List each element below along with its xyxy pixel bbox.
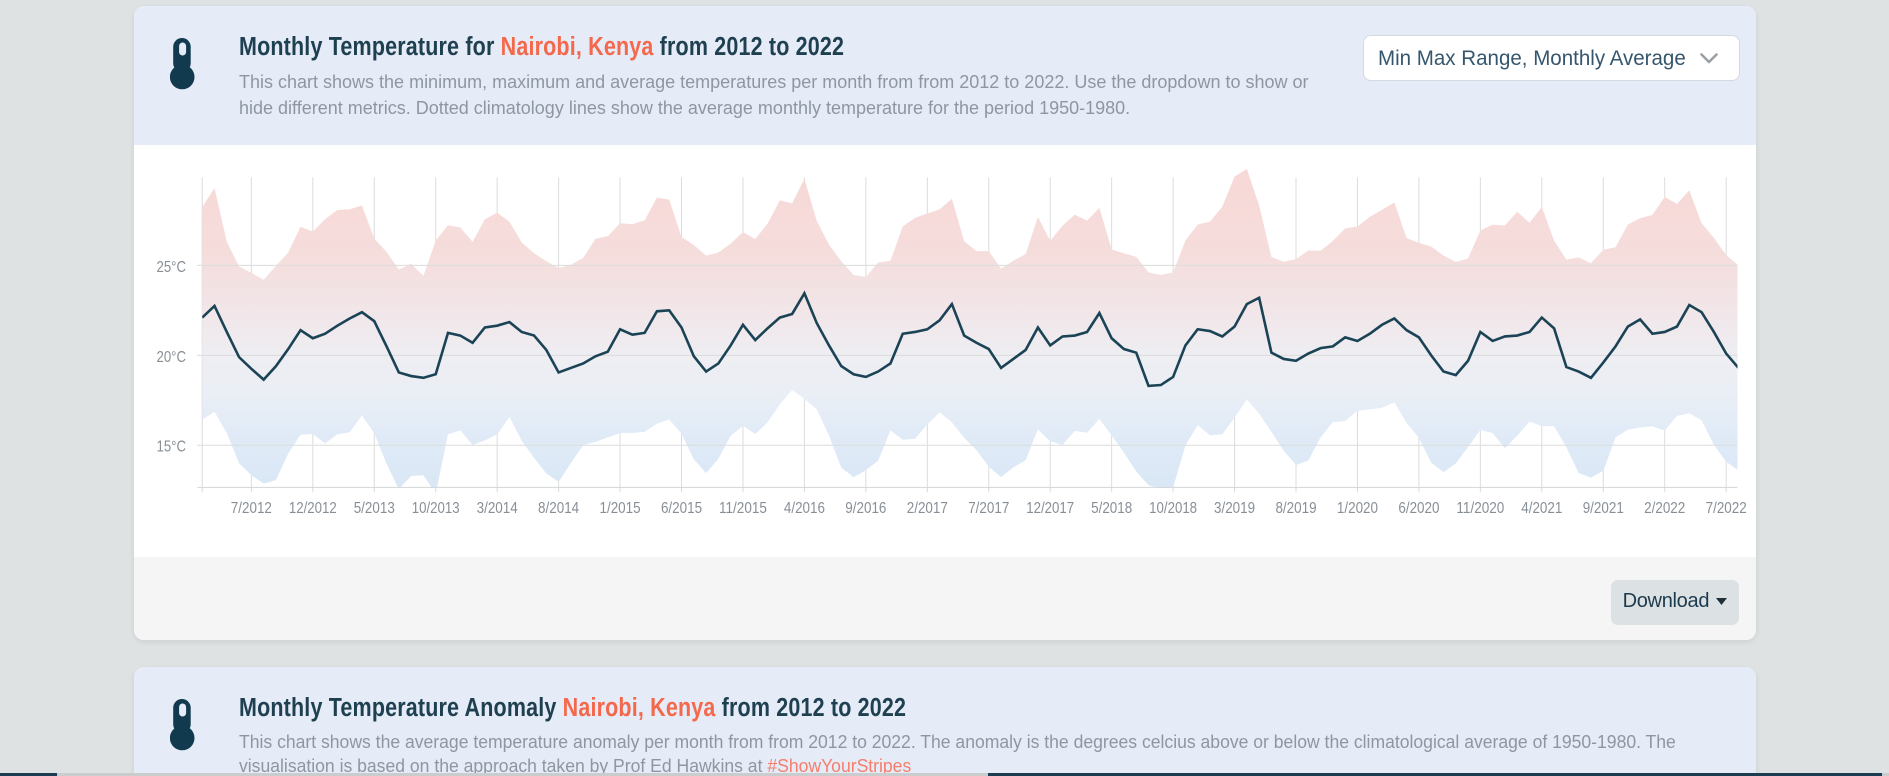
- svg-text:25°C: 25°C: [157, 259, 187, 276]
- svg-text:10/2018: 10/2018: [1149, 500, 1197, 517]
- svg-text:15°C: 15°C: [157, 439, 187, 456]
- svg-text:6/2015: 6/2015: [661, 500, 702, 517]
- svg-text:11/2015: 11/2015: [719, 500, 767, 517]
- svg-text:7/2017: 7/2017: [968, 500, 1009, 517]
- svg-text:9/2021: 9/2021: [1583, 500, 1624, 517]
- svg-text:11/2020: 11/2020: [1456, 500, 1504, 517]
- svg-text:10/2013: 10/2013: [412, 500, 460, 517]
- svg-text:7/2022: 7/2022: [1706, 500, 1747, 517]
- svg-text:20°C: 20°C: [157, 349, 187, 366]
- svg-text:1/2020: 1/2020: [1337, 500, 1378, 517]
- svg-text:5/2018: 5/2018: [1091, 500, 1132, 517]
- svg-text:12/2017: 12/2017: [1026, 500, 1074, 517]
- svg-text:3/2019: 3/2019: [1214, 500, 1255, 517]
- svg-text:3/2014: 3/2014: [477, 500, 518, 517]
- svg-text:12/2012: 12/2012: [289, 500, 337, 517]
- svg-text:9/2016: 9/2016: [845, 500, 886, 517]
- svg-text:8/2014: 8/2014: [538, 500, 579, 517]
- svg-text:7/2012: 7/2012: [231, 500, 272, 517]
- svg-text:8/2019: 8/2019: [1275, 500, 1316, 517]
- svg-text:4/2016: 4/2016: [784, 500, 825, 517]
- svg-text:6/2020: 6/2020: [1398, 500, 1439, 517]
- svg-text:2/2017: 2/2017: [907, 500, 948, 517]
- svg-text:4/2021: 4/2021: [1521, 500, 1562, 517]
- svg-text:2/2022: 2/2022: [1644, 500, 1685, 517]
- svg-text:1/2015: 1/2015: [600, 500, 641, 517]
- svg-text:5/2013: 5/2013: [354, 500, 395, 517]
